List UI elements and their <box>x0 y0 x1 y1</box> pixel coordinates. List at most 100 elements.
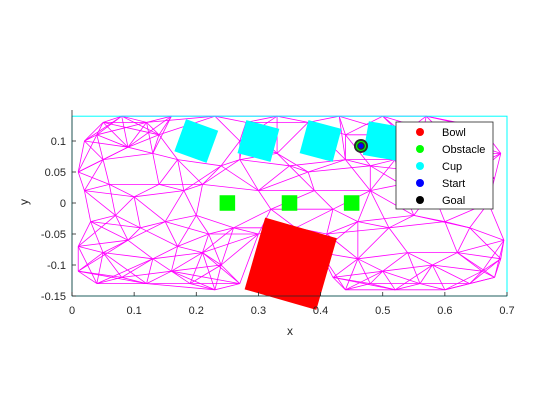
roadmap-edge <box>382 252 408 272</box>
roadmap-edge <box>78 171 110 185</box>
roadmap-edge <box>432 264 483 272</box>
roadmap-edge <box>202 227 234 253</box>
roadmap-edge <box>345 283 371 291</box>
roadmap-edge <box>158 159 178 185</box>
roadmap-edge <box>370 270 383 284</box>
roadmap-edge <box>444 221 458 253</box>
roadmap-edge <box>177 159 222 167</box>
roadmap-edge <box>370 283 396 291</box>
roadmap-edge <box>78 239 129 272</box>
x-tick-label: 0.3 <box>251 305 266 317</box>
roadmap-edge <box>146 115 172 123</box>
roadmap-edge <box>214 115 241 142</box>
x-tick-label: 0.1 <box>126 305 141 317</box>
roadmap-edge <box>77 221 92 247</box>
roadmap-edge <box>177 159 203 185</box>
roadmap-edge <box>158 134 178 160</box>
x-tick-label: 0.7 <box>499 305 514 317</box>
roadmap-edge <box>84 190 116 216</box>
roadmap-edge <box>127 227 141 241</box>
y-tick-label: -0.15 <box>41 291 66 303</box>
obstacle-marker <box>343 195 360 211</box>
roadmap-edge <box>326 221 359 235</box>
roadmap-edge <box>345 159 371 167</box>
roadmap-edge <box>370 159 396 167</box>
roadmap-edge <box>77 270 98 284</box>
roadmap-edge <box>308 165 371 173</box>
roadmap-edge <box>276 122 309 154</box>
roadmap-edge <box>84 159 104 191</box>
roadmap-edge <box>221 159 240 167</box>
roadmap-edge <box>152 116 172 154</box>
roadmap-edge <box>394 264 433 291</box>
roadmap-edge <box>78 270 147 284</box>
roadmap-edge <box>121 270 172 278</box>
roadmap-edge <box>388 221 445 229</box>
roadmap-edge <box>208 233 222 266</box>
roadmap-edge <box>90 215 116 222</box>
roadmap-edge <box>146 122 160 136</box>
roadmap-edge <box>369 190 390 228</box>
roadmap-edge <box>357 258 371 284</box>
roadmap-edge <box>419 283 445 291</box>
roadmap-edge <box>413 215 470 229</box>
roadmap-edge <box>90 221 129 241</box>
legend-label-goal: Goal <box>442 195 465 207</box>
legend-label-start: Start <box>442 178 465 190</box>
roadmap-edge <box>121 116 129 148</box>
roadmap-edge <box>171 246 179 272</box>
roadmap-edge <box>146 258 154 284</box>
roadmap-edge <box>127 115 172 148</box>
roadmap-edge <box>289 165 309 173</box>
roadmap-edge <box>469 277 495 284</box>
y-ticks: -0.15 -0.1 -0.05 0 0.05 0.1 <box>41 136 76 303</box>
roadmap-edge <box>96 252 104 284</box>
roadmap-edge <box>77 252 104 272</box>
roadmap-edge <box>276 153 290 167</box>
legend-label-bowl: Bowl <box>442 127 466 139</box>
roadmap-edge <box>345 115 383 136</box>
roadmap-edge <box>220 165 259 191</box>
roadmap-edge <box>189 252 203 284</box>
roadmap-edge <box>96 134 104 160</box>
roadmap-edge <box>189 283 216 291</box>
roadmap-edge <box>121 115 147 123</box>
x-axis-label: x <box>287 324 293 338</box>
roadmap-edge <box>177 215 197 247</box>
roadmap-edge <box>332 258 359 278</box>
roadmap-edge <box>127 134 160 148</box>
x-tick-label: 0.4 <box>313 305 328 317</box>
roadmap-edge <box>357 221 390 229</box>
roadmap-edge <box>220 233 259 266</box>
roadmap-edge <box>96 115 122 136</box>
roadmap-edge <box>102 252 123 278</box>
legend-marker-goal <box>416 196 424 204</box>
roadmap-edge <box>308 159 346 173</box>
bowl-marker <box>244 217 337 310</box>
axes: 0 0.1 0.2 0.3 0.4 0.5 0.6 0.7 -0.15 -0.1 -0.05 0 0.… <box>17 110 515 338</box>
roadmap-edge <box>370 190 414 216</box>
roadmap-edge <box>214 283 240 291</box>
roadmap-edge <box>357 190 371 222</box>
y-tick-label: 0 <box>60 198 66 210</box>
roadmap-edge <box>102 146 129 160</box>
roadmap-edge <box>109 184 135 198</box>
goal-ring <box>355 140 367 152</box>
roadmap-edge <box>102 122 160 136</box>
roadmap-edge <box>202 165 222 185</box>
roadmap-edge <box>84 184 110 191</box>
roadmap-edge <box>326 209 334 235</box>
roadmap-edge <box>357 227 390 260</box>
roadmap-edge <box>140 221 166 229</box>
roadmap-edge <box>388 227 408 253</box>
roadmap-edge <box>233 208 272 229</box>
roadmap-edge <box>121 258 153 278</box>
y-tick-label: -0.1 <box>47 260 66 272</box>
roadmap-edge <box>233 227 259 235</box>
roadmap-edge <box>202 233 210 253</box>
roadmap-edge <box>314 190 334 210</box>
legend-marker-obstacle <box>416 145 424 153</box>
roadmap-edge <box>214 264 222 290</box>
legend-label-obstacle: Obstacle <box>442 144 485 156</box>
roadmap-edge <box>183 184 203 191</box>
